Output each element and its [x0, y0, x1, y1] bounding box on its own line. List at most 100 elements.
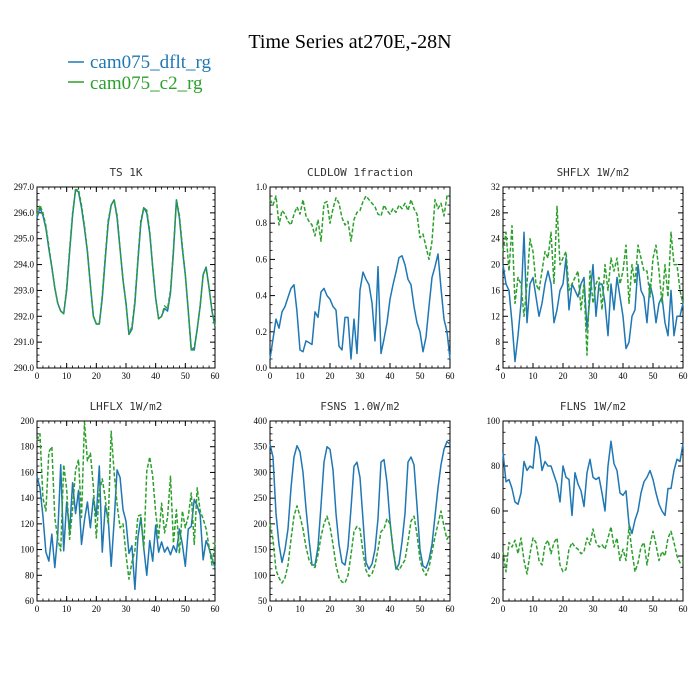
y-tick-label: 100 — [487, 416, 501, 426]
x-tick-label: 60 — [446, 371, 456, 381]
y-tick-label: 300 — [254, 467, 268, 477]
x-tick-label: 0 — [501, 604, 506, 614]
x-tick-label: 50 — [649, 371, 659, 381]
x-tick-label: 40 — [151, 604, 161, 614]
panel-fsns: FSNS 1.0W/m2 0 10 20 30 40 50 60 50 100 150 200 250 3… — [254, 400, 456, 614]
x-tick-label: 50 — [416, 371, 426, 381]
series-line-c2-lhflx — [36, 421, 216, 580]
panel-cldlow: CLDLOW 1fraction 0 10 20 30 40 50 60 0.0 0.2 0.4 0.… — [256, 166, 455, 381]
y-tick-label: 28 — [491, 208, 501, 218]
y-tick-label: 100 — [21, 545, 35, 555]
x-tick-label: 50 — [181, 604, 191, 614]
y-tick-label: 293.0 — [14, 285, 35, 295]
x-tick-label: 20 — [92, 604, 102, 614]
series-line-c2-cldlow — [269, 193, 451, 261]
y-tick-label: 100 — [254, 570, 268, 580]
series-line-dflt-flns — [502, 436, 684, 535]
panel-title-flns: FLNS 1W/m2 — [560, 400, 626, 413]
y-tick-label: 140 — [21, 493, 35, 503]
y-tick-label: 290.0 — [14, 363, 35, 373]
x-tick-label: 30 — [589, 371, 599, 381]
series-line-dflt-cldlow — [269, 253, 451, 360]
series-line-dflt-fsns — [269, 440, 451, 570]
x-tick-label: 20 — [326, 604, 336, 614]
x-tick-label: 40 — [386, 371, 396, 381]
x-tick-label: 30 — [122, 371, 132, 381]
plot-frame-ts — [36, 186, 216, 369]
x-tick-label: 10 — [296, 604, 306, 614]
y-tick-label: 294.0 — [14, 260, 35, 270]
y-tick-label: 297.0 — [14, 182, 35, 192]
legend: cam075_dflt_rg cam075_c2_rg — [68, 52, 212, 94]
x-tick-label: 30 — [589, 604, 599, 614]
x-tick-label: 20 — [92, 371, 102, 381]
y-tick-label: 80 — [491, 461, 501, 471]
panel-flns: FLNS 1W/m2 0 10 20 30 40 50 60 20 40 60 80 100 — [487, 400, 689, 614]
y-tick-label: 0.6 — [256, 254, 268, 264]
panel-title-ts: TS 1K — [109, 166, 142, 179]
x-tick-label: 30 — [356, 371, 366, 381]
x-tick-label: 10 — [62, 604, 72, 614]
y-tick-label: 8 — [496, 337, 501, 347]
x-tick-label: 30 — [122, 604, 132, 614]
y-tick-label: 180 — [21, 442, 35, 452]
series-line-dflt-ts — [36, 188, 216, 351]
x-tick-label: 40 — [619, 604, 629, 614]
y-tick-label: 120 — [21, 519, 35, 529]
panel-title-shflx: SHFLX 1W/m2 — [557, 166, 630, 179]
legend-label-dflt: cam075_dflt_rg — [90, 52, 212, 73]
x-tick-label: 20 — [326, 371, 336, 381]
x-tick-label: 0 — [268, 604, 273, 614]
x-tick-label: 10 — [529, 371, 539, 381]
x-tick-label: 60 — [211, 604, 221, 614]
x-tick-label: 10 — [296, 371, 306, 381]
y-tick-label: 20 — [491, 260, 501, 270]
series-line-c2-shflx — [502, 205, 684, 356]
y-tick-label: 4 — [496, 363, 501, 373]
legend-label-c2: cam075_c2_rg — [90, 73, 203, 94]
y-tick-label: 0.0 — [256, 363, 268, 373]
x-tick-label: 60 — [446, 604, 456, 614]
x-tick-label: 60 — [211, 371, 221, 381]
y-tick-label: 295.0 — [14, 234, 35, 244]
x-tick-label: 10 — [529, 604, 539, 614]
panel-title-cldlow: CLDLOW 1fraction — [307, 166, 413, 179]
x-tick-label: 40 — [619, 371, 629, 381]
y-tick-label: 80 — [25, 570, 35, 580]
x-tick-label: 20 — [559, 371, 569, 381]
y-tick-label: 16 — [491, 285, 501, 295]
x-tick-label: 40 — [151, 371, 161, 381]
y-tick-label: 40 — [491, 551, 501, 561]
x-tick-label: 60 — [679, 371, 689, 381]
y-tick-label: 200 — [21, 416, 35, 426]
y-tick-label: 250 — [254, 493, 268, 503]
series-line-c2-ts — [36, 188, 216, 351]
x-tick-label: 0 — [35, 604, 40, 614]
y-tick-label: 50 — [258, 596, 268, 606]
series-line-c2-fsns — [269, 505, 451, 584]
plot-frame-cldlow — [269, 186, 451, 369]
x-tick-label: 10 — [62, 371, 72, 381]
y-tick-label: 60 — [491, 506, 501, 516]
plot-frame-flns — [502, 420, 684, 602]
y-tick-label: 0.2 — [256, 327, 267, 337]
y-tick-label: 150 — [254, 545, 268, 555]
series-line-dflt-lhflx — [36, 463, 216, 591]
y-tick-label: 292.0 — [14, 311, 35, 321]
x-tick-label: 50 — [649, 604, 659, 614]
y-tick-label: 291.0 — [14, 337, 35, 347]
panel-ts: TS 1K 0 10 20 30 40 50 60 290.0 291.0 292.0 293.0 29… — [14, 166, 220, 381]
x-tick-label: 50 — [416, 604, 426, 614]
x-tick-label: 50 — [181, 371, 191, 381]
series-line-dflt-shflx — [502, 231, 684, 363]
panel-shflx: SHFLX 1W/m2 0 10 20 30 40 50 60 4 8 12 16 20 24 28 32 — [491, 166, 688, 381]
y-tick-label: 350 — [254, 442, 268, 452]
y-tick-label: 1.0 — [256, 182, 268, 192]
panel-title-lhflx: LHFLX 1W/m2 — [90, 400, 163, 413]
panel-title-fsns: FSNS 1.0W/m2 — [320, 400, 399, 413]
y-tick-label: 20 — [491, 596, 501, 606]
figure-title: Time Series at270E,-28N — [248, 31, 451, 53]
x-tick-label: 20 — [559, 604, 569, 614]
x-tick-label: 30 — [356, 604, 366, 614]
